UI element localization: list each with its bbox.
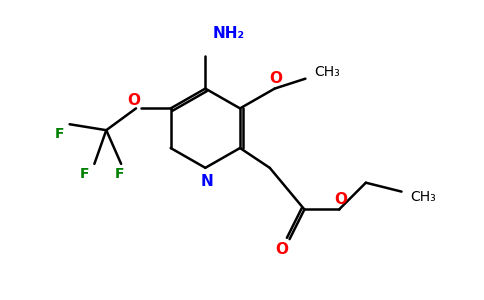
Text: N: N [201, 174, 214, 189]
Text: NH₂: NH₂ [213, 26, 245, 40]
Text: CH₃: CH₃ [314, 65, 340, 79]
Text: F: F [114, 167, 124, 181]
Text: O: O [275, 242, 288, 256]
Text: CH₃: CH₃ [410, 190, 436, 204]
Text: O: O [127, 93, 140, 108]
Text: F: F [80, 167, 89, 181]
Text: O: O [269, 71, 282, 86]
Text: F: F [55, 127, 64, 141]
Text: O: O [334, 192, 348, 207]
